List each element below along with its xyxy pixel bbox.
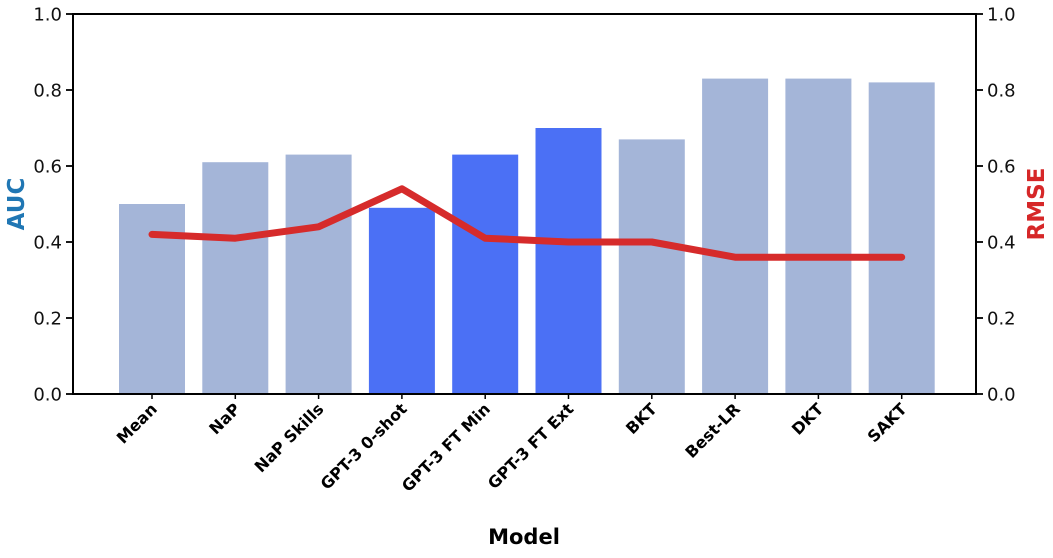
x-tick-label-dkt: DKT: [788, 399, 827, 438]
right-tick-label: 0.2: [987, 308, 1016, 329]
bar-best-lr: [702, 78, 769, 394]
x-tick-label-mean: Mean: [113, 399, 161, 447]
left-tick-label: 0.8: [33, 80, 62, 101]
x-tick-label-gpt-3-ft-ext: GPT-3 FT Ext: [484, 399, 578, 493]
left-axis-label-auc: AUC: [4, 177, 30, 231]
x-tick-label-nap: NaP: [205, 399, 244, 438]
bar-nap: [202, 162, 269, 394]
bar-gpt-3-ft-min: [452, 154, 519, 394]
right-tick-label: 0.4: [987, 232, 1016, 253]
x-tick-label-sakt: SAKT: [864, 399, 911, 446]
bar-dkt: [785, 78, 852, 394]
left-tick-label: 0.0: [33, 384, 62, 405]
x-tick-label-gpt-3-ft-min: GPT-3 FT Min: [398, 399, 494, 495]
right-axis-label-rmse: RMSE: [1024, 167, 1050, 241]
left-tick-label: 0.6: [33, 156, 62, 177]
right-tick-label: 1.0: [987, 4, 1016, 25]
x-axis-label-model: Model: [488, 525, 560, 549]
bar-nap-skills: [285, 154, 352, 394]
left-tick-label: 0.4: [33, 232, 62, 253]
bar-gpt-3-0-shot: [368, 207, 435, 394]
bar-bkt: [618, 139, 685, 394]
x-tick-label-gpt-3-0-shot: GPT-3 0-shot: [317, 399, 411, 493]
right-tick-label: 0.6: [987, 156, 1016, 177]
left-tick-label: 0.2: [33, 308, 62, 329]
right-tick-label: 0.0: [987, 384, 1016, 405]
x-tick-label-bkt: BKT: [622, 399, 661, 438]
plot-border: [72, 13, 977, 395]
right-tick-label: 0.8: [987, 80, 1016, 101]
x-tick-label-nap-skills: NaP Skills: [251, 399, 328, 476]
bar-sakt: [868, 82, 935, 395]
rmse-line: [148, 185, 906, 261]
left-tick-label: 1.0: [33, 4, 62, 25]
bar-gpt-3-ft-ext: [535, 128, 602, 394]
x-tick-label-best-lr: Best-LR: [681, 399, 743, 461]
